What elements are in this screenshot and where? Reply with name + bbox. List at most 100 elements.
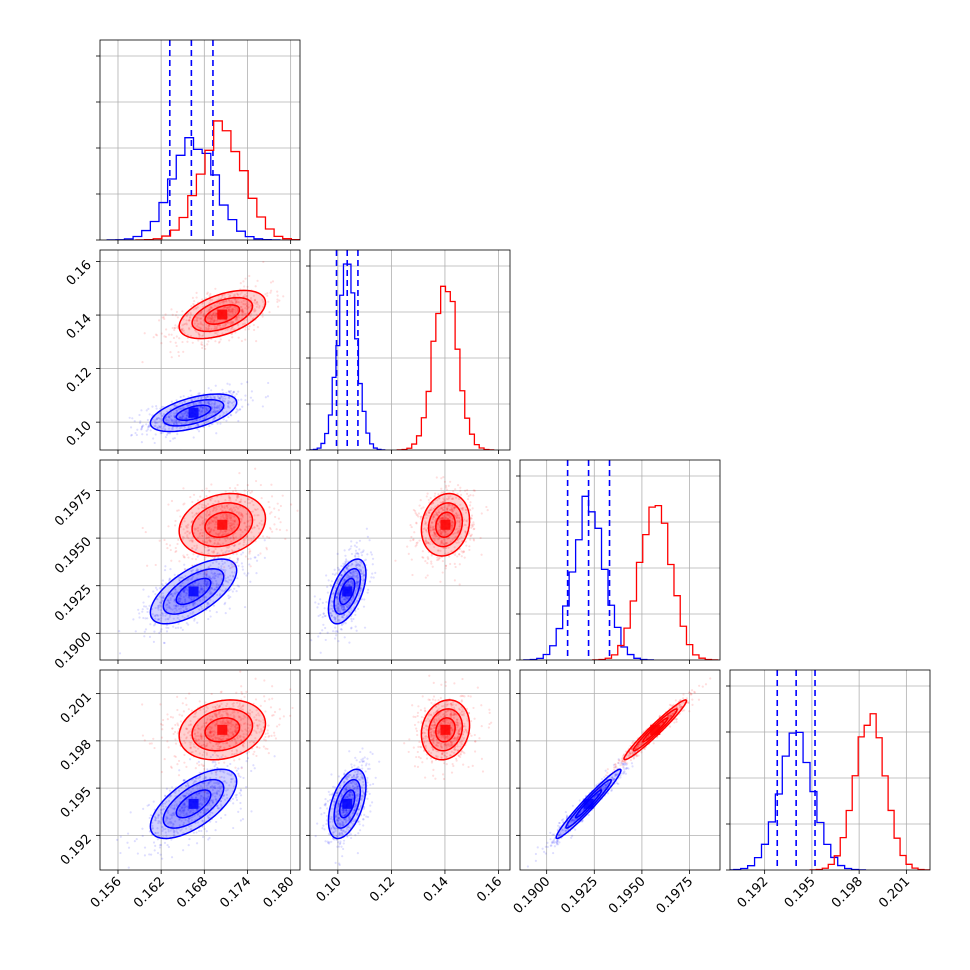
scatter-point — [189, 584, 192, 587]
scatter-point — [342, 608, 346, 611]
scatter-point — [211, 761, 214, 764]
scatter-point — [191, 583, 194, 586]
scatter-point — [261, 312, 264, 315]
scatter-point — [434, 532, 437, 535]
scatter-point — [324, 626, 327, 630]
scatter-point — [433, 538, 437, 541]
scatter-point — [163, 757, 166, 761]
scatter-point — [186, 553, 189, 556]
scatter-point — [325, 574, 328, 577]
scatter-point — [243, 572, 246, 575]
scatter-point — [200, 587, 203, 591]
scatter-point — [209, 577, 212, 580]
scatter-point — [202, 395, 205, 398]
scatter-point — [170, 418, 173, 421]
scatter-point — [219, 518, 222, 521]
scatter-point — [262, 745, 265, 748]
scatter-point — [157, 417, 160, 420]
scatter-point — [354, 570, 358, 573]
scatter-point — [205, 323, 208, 326]
scatter-point — [255, 313, 258, 316]
scatter-point — [445, 542, 448, 545]
scatter-point — [199, 405, 203, 408]
scatter-point — [192, 436, 195, 439]
scatter-point — [186, 607, 189, 611]
scatter-point — [218, 398, 222, 401]
scatter-point — [232, 320, 235, 324]
density-peak — [188, 798, 199, 809]
scatter-point — [159, 432, 162, 435]
scatter-point — [208, 508, 211, 511]
scatter-point — [447, 518, 450, 521]
scatter-point — [442, 537, 445, 541]
scatter-point — [353, 574, 356, 578]
scatter-point — [205, 515, 208, 518]
scatter-point — [221, 295, 224, 298]
scatter-point — [258, 304, 261, 308]
scatter-point — [204, 513, 208, 516]
scatter-point — [253, 309, 256, 312]
scatter-point — [192, 420, 195, 424]
scatter-point — [240, 512, 243, 516]
scatter-point — [459, 503, 462, 506]
scatter-point — [333, 573, 337, 576]
scatter-point — [351, 575, 355, 578]
scatter-point — [343, 549, 346, 552]
scatter-point — [201, 534, 204, 537]
scatter-point — [152, 590, 155, 593]
scatter-point — [173, 611, 176, 614]
scatter-point — [231, 310, 234, 313]
scatter-point — [354, 590, 357, 593]
scatter-point — [235, 301, 238, 304]
scatter-point — [350, 620, 353, 623]
scatter-point — [229, 536, 232, 540]
scatter-point — [329, 607, 332, 610]
scatter-point — [157, 618, 160, 621]
scatter-point — [133, 839, 136, 843]
scatter-point — [337, 606, 340, 609]
scatter-point — [184, 598, 187, 601]
scatter-point — [201, 302, 204, 305]
scatter-point — [356, 586, 359, 589]
scatter-point — [161, 405, 164, 408]
scatter-point — [454, 535, 458, 538]
scatter-point — [240, 553, 243, 556]
scatter-point — [207, 513, 210, 517]
scatter-point — [223, 400, 226, 403]
scatter-point — [432, 527, 435, 531]
scatter-point — [186, 340, 189, 343]
scatter-point — [206, 343, 209, 346]
scatter-point — [173, 573, 176, 576]
scatter-point — [176, 695, 179, 698]
scatter-point — [173, 412, 176, 415]
scatter-point — [224, 323, 227, 326]
scatter-point — [242, 299, 245, 302]
scatter-point — [213, 417, 216, 420]
scatter-point — [178, 416, 182, 419]
scatter-point — [332, 592, 335, 595]
scatter-point — [236, 507, 240, 510]
scatter-point — [366, 553, 369, 556]
scatter-point — [168, 412, 171, 416]
scatter-point — [159, 605, 163, 608]
scatter-point — [187, 844, 190, 847]
scatter-point — [229, 305, 232, 308]
scatter-point — [214, 516, 217, 520]
scatter-point — [190, 399, 193, 402]
scatter-point — [464, 540, 467, 543]
scatter-point — [146, 418, 149, 422]
scatter-point — [148, 635, 152, 638]
scatter-point — [360, 561, 363, 565]
scatter-point — [181, 415, 184, 418]
scatter-point — [447, 536, 451, 540]
scatter-point — [188, 539, 191, 542]
scatter-point — [472, 523, 476, 526]
scatter-point — [341, 608, 345, 612]
scatter-point — [219, 594, 222, 597]
scatter-point — [180, 328, 183, 332]
scatter-point — [251, 527, 254, 530]
scatter-point — [197, 322, 200, 326]
scatter-point — [424, 542, 428, 545]
scatter-point — [342, 622, 345, 625]
scatter-point — [265, 548, 269, 551]
